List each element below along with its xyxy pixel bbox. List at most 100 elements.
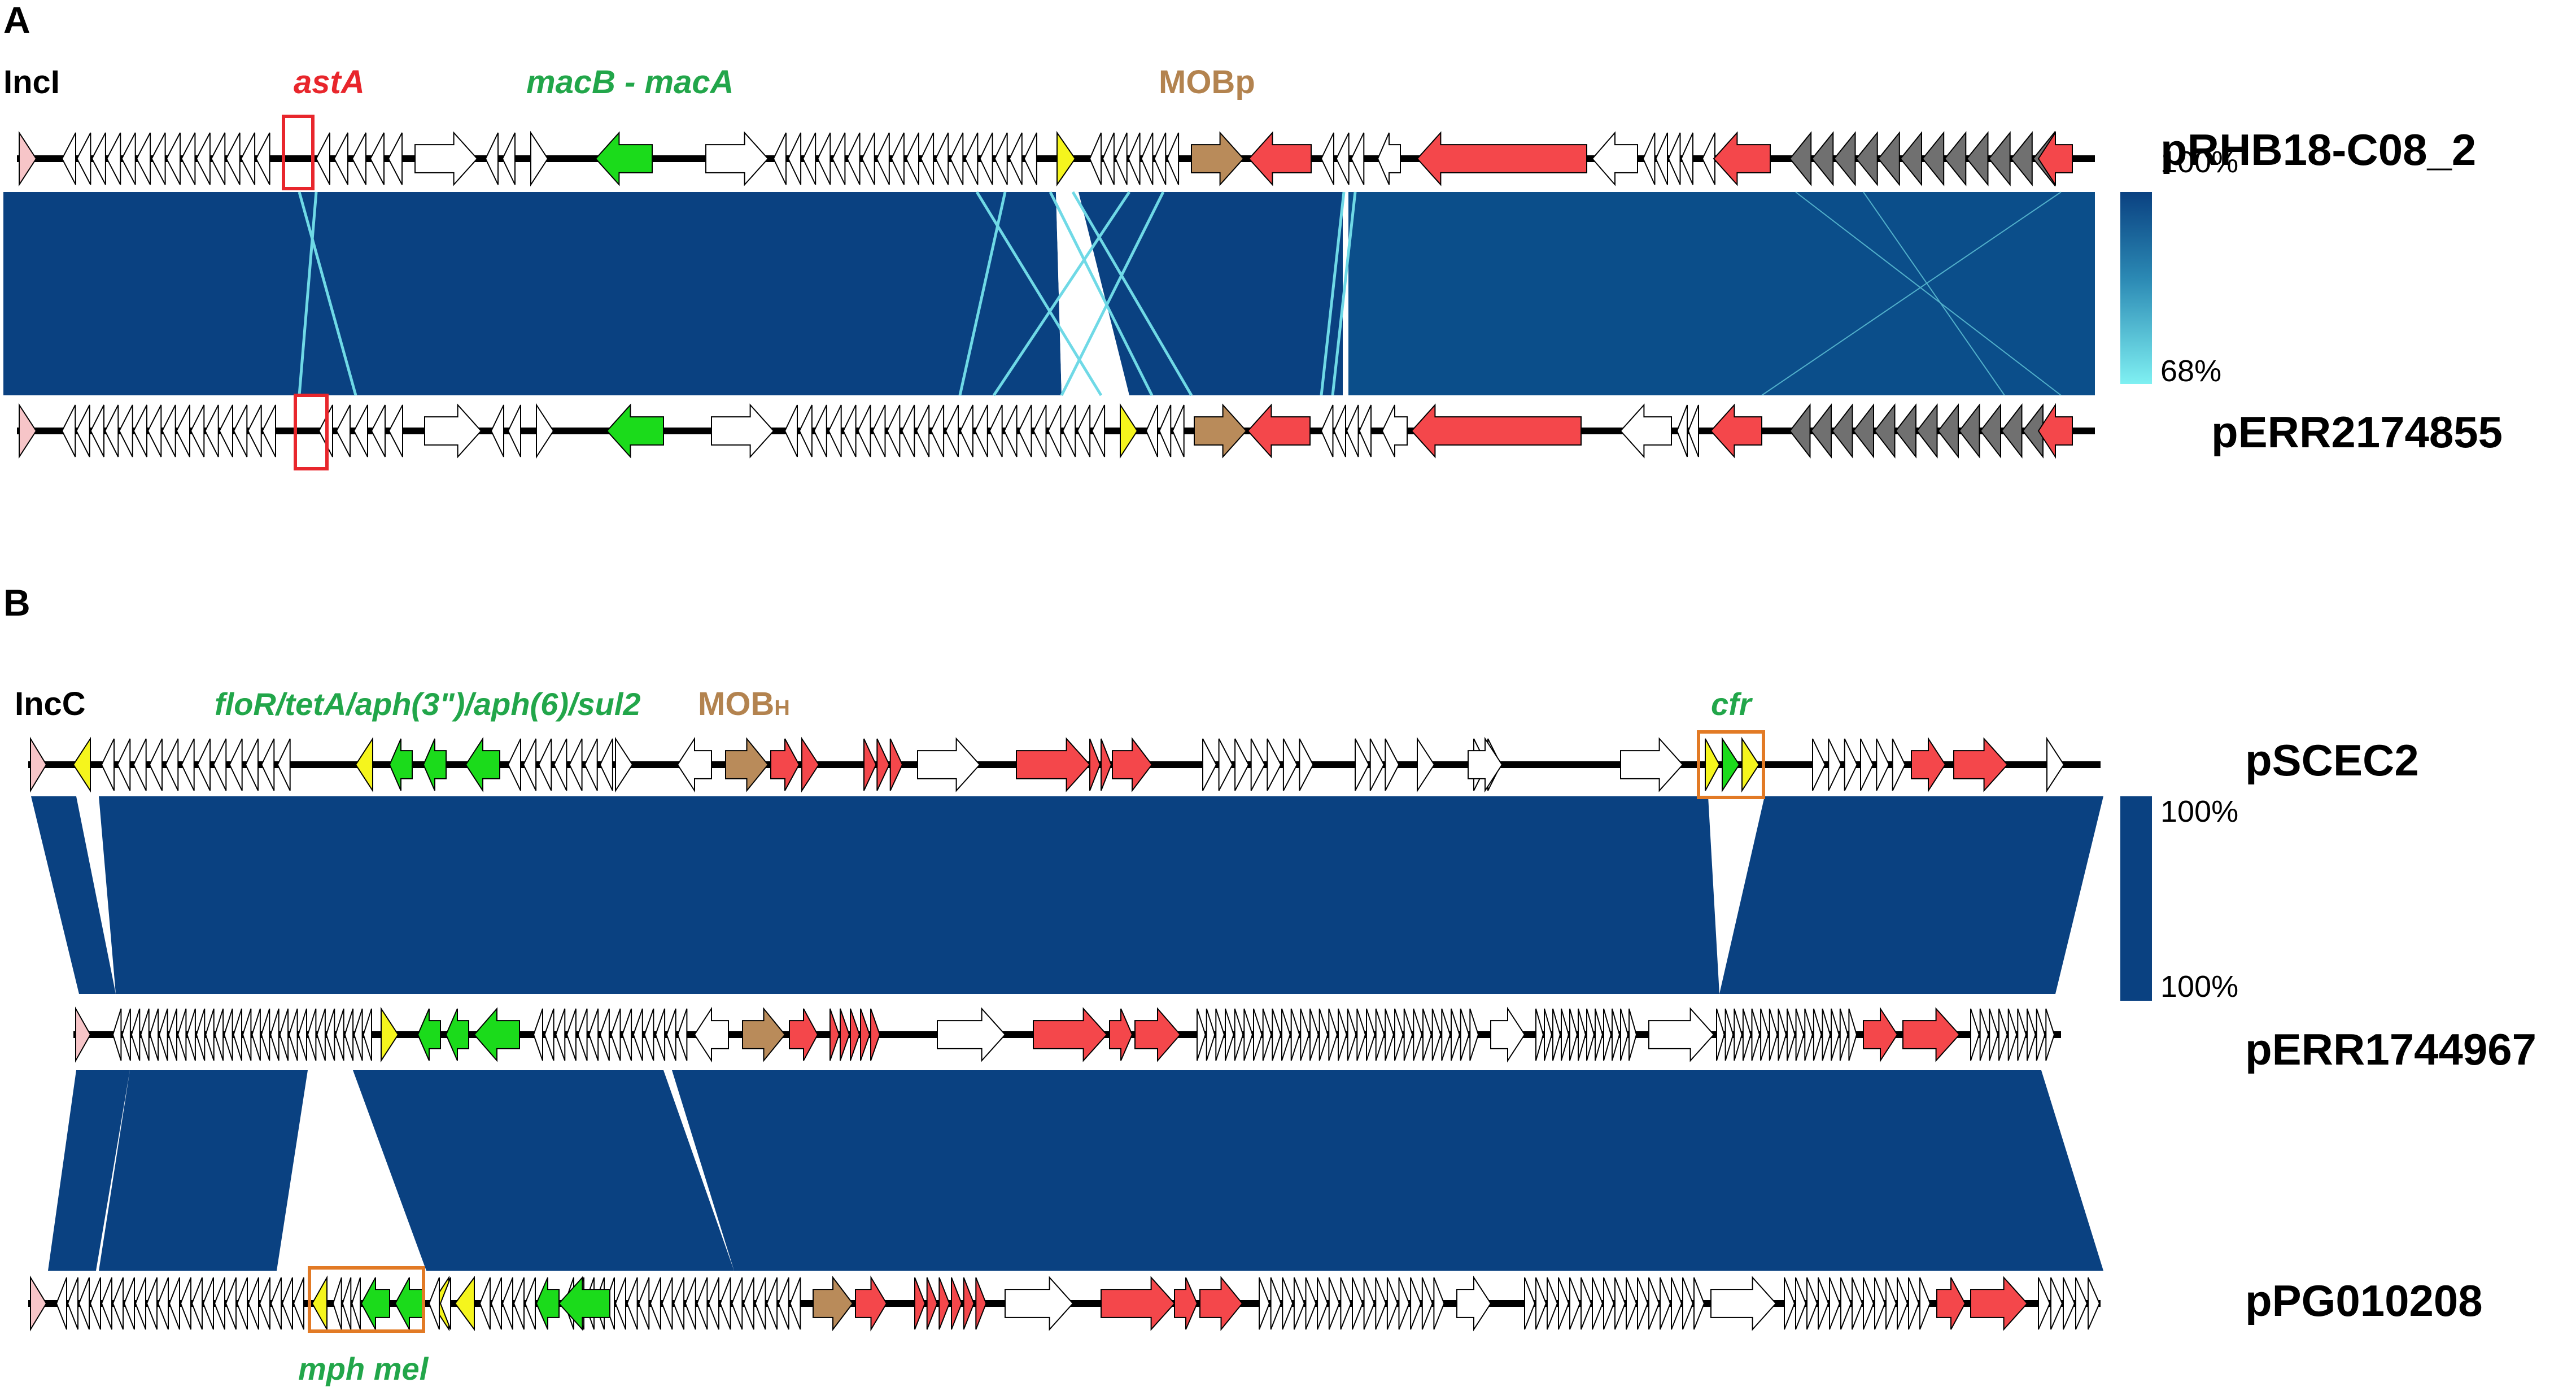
homology-block — [353, 1070, 734, 1271]
gene-arrow — [1320, 404, 1334, 457]
gene-arrow — [1351, 132, 1365, 185]
gene-arrow — [813, 1276, 854, 1331]
gene-arrow — [696, 1277, 708, 1330]
gene-arrow — [1333, 404, 1346, 457]
gene-arrow — [370, 404, 386, 457]
gene-arrow — [614, 1277, 626, 1330]
gene-arrow — [1667, 132, 1681, 185]
gene-arrow — [213, 1277, 225, 1330]
gene-arrow — [55, 1277, 67, 1330]
gene-arrow — [298, 1008, 307, 1061]
gene-arrow — [1005, 1276, 1074, 1331]
gene-arrow — [1377, 132, 1401, 185]
gene-arrow — [121, 1008, 131, 1061]
gene-arrow — [360, 1277, 390, 1330]
gene-arrow — [1134, 1007, 1181, 1062]
gene-arrow — [615, 736, 634, 793]
gene-arrow — [353, 404, 368, 457]
gene-arrow — [261, 738, 275, 791]
gene-arrow — [876, 738, 890, 791]
gene-arrow — [1154, 132, 1167, 185]
gene-arrow — [1680, 132, 1693, 185]
gene-arrow — [1671, 1277, 1683, 1330]
gene-arrow — [994, 132, 1008, 185]
gene-arrow — [1247, 403, 1311, 459]
homology-block — [672, 1070, 2103, 1271]
gene-arrow — [67, 1277, 78, 1330]
gene-arrow — [325, 1008, 335, 1061]
gene-arrow — [2037, 130, 2073, 187]
gene-arrow — [513, 1277, 525, 1330]
gene-arrow — [1919, 1277, 1931, 1330]
gene-arrow — [233, 404, 248, 457]
gene-arrow — [1346, 404, 1359, 457]
gene-arrow — [2001, 403, 2023, 459]
homology-block — [3, 192, 1062, 395]
gene-arrow — [778, 1277, 789, 1330]
asta-highlight-box — [294, 394, 329, 470]
gene-arrow — [1655, 132, 1668, 185]
gene-arrow — [725, 737, 769, 792]
gene-arrow — [388, 404, 403, 457]
gene-arrow — [1381, 404, 1408, 457]
gene-arrow — [1369, 738, 1385, 791]
gene-arrow — [355, 736, 373, 793]
gene-arrow — [1569, 1008, 1578, 1061]
gene-arrow — [588, 1008, 599, 1061]
gene-arrow — [1860, 738, 1874, 791]
gene-arrow — [889, 738, 903, 791]
gene-arrow — [1243, 1008, 1254, 1061]
gene-arrow — [1784, 1277, 1796, 1330]
gene-arrow — [30, 736, 47, 793]
gene-arrow — [181, 738, 195, 791]
gene-arrow — [979, 132, 993, 185]
gene-arrow — [1206, 1008, 1216, 1061]
gene-arrow — [240, 132, 256, 185]
gene-arrow — [1386, 1277, 1398, 1330]
panel-b: B IncC floR/tetA/aph(3")/aph(6)/sul2 MOB… — [3, 582, 2536, 1386]
gene-arrow — [214, 1008, 224, 1061]
scale-min: 68% — [2160, 354, 2221, 388]
gene-arrow — [802, 132, 817, 185]
gene-arrow — [289, 1008, 298, 1061]
gene-arrow — [1626, 1277, 1638, 1330]
gene-arrow — [1612, 1008, 1621, 1061]
gene-arrow — [351, 1277, 361, 1330]
gene-arrow — [363, 1008, 372, 1061]
gene-arrow — [1902, 1007, 1961, 1062]
gene-arrow — [247, 404, 262, 457]
gene-arrow — [926, 1277, 938, 1330]
gene-arrow — [1077, 404, 1091, 457]
gene-arrow — [1561, 1008, 1570, 1061]
gene-arrow — [935, 132, 949, 185]
gene-arrow — [417, 1008, 441, 1061]
gene-arrow — [959, 404, 973, 457]
gene-arrow — [1970, 1276, 2028, 1331]
gene-arrow — [599, 738, 613, 791]
gene-arrow — [599, 1008, 610, 1061]
gene-arrow — [1394, 1008, 1404, 1061]
gene-arrow — [1248, 131, 1312, 186]
gene-arrow — [307, 1008, 317, 1061]
gene-arrow — [1713, 131, 1771, 186]
gene-arrow — [157, 1277, 169, 1330]
gene-arrow — [133, 404, 147, 457]
gene-arrow — [705, 131, 769, 186]
gene-arrow — [1855, 131, 1878, 186]
gene-arrow — [606, 403, 664, 459]
gene-label-mobp: MOBp — [1159, 64, 1255, 101]
gene-arrow — [693, 1006, 729, 1063]
gene-arrow — [168, 1008, 177, 1061]
gene-arrow — [1795, 1277, 1807, 1330]
gene-arrow — [244, 738, 259, 791]
gene-arrow — [1016, 737, 1091, 792]
gene-arrow — [1101, 738, 1112, 791]
gene-arrow — [2036, 1008, 2046, 1061]
gene-arrow — [1916, 403, 1938, 459]
gene-arrow — [213, 738, 227, 791]
gene-arrow — [1578, 1008, 1587, 1061]
gene-arrow — [1328, 1277, 1340, 1330]
gene-arrow — [989, 404, 1003, 457]
gene-arrow — [1778, 1008, 1787, 1061]
gene-arrow — [1751, 1008, 1761, 1061]
